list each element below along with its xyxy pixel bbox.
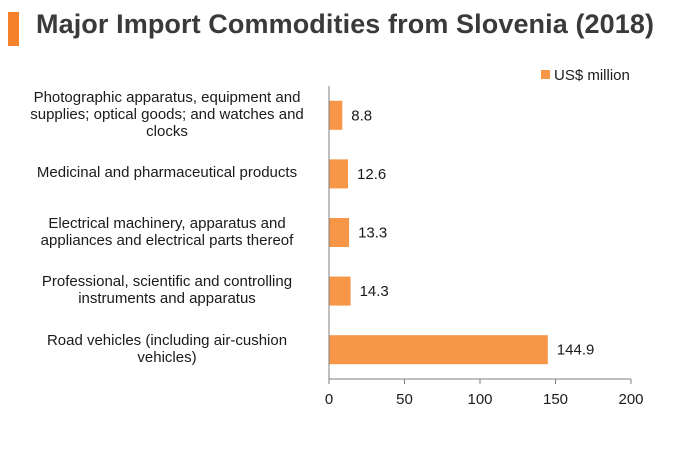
- category-label-line: instruments and apparatus: [78, 290, 256, 308]
- category-label-line: Professional, scientific and controlling: [41, 273, 293, 291]
- bar-2: [329, 218, 350, 247]
- category-label-4: Road vehicles (including air-cushion vehi…: [17, 332, 317, 366]
- category-label-line: vehicles): [137, 348, 197, 366]
- bar-4: [329, 335, 548, 365]
- legend: US$ million: [541, 67, 630, 84]
- x-tick-label: 200: [618, 391, 643, 408]
- category-label-line: Electrical machinery, apparatus and: [48, 214, 286, 232]
- chart-title: Major Import Commodities from Slovenia (…: [36, 9, 655, 39]
- value-label-4: 144.9: [557, 342, 595, 359]
- category-label-line: clocks: [146, 122, 188, 140]
- bar-1: [329, 159, 349, 189]
- category-label-1: Medicinal and pharmaceutical products: [17, 164, 317, 181]
- category-label-line: Road vehicles (including air-cushion: [46, 331, 288, 349]
- category-label-line: Medicinal and pharmaceutical products: [36, 164, 298, 182]
- category-label-line: supplies; optical goods; and watches and: [30, 105, 304, 123]
- value-label-1: 12.6: [357, 166, 386, 183]
- bar-0: [329, 100, 343, 130]
- category-label-3: Professional, scientific and controlling…: [17, 273, 317, 307]
- category-label-2: Electrical machinery, apparatus and appli…: [17, 215, 317, 249]
- category-label-0: Photographic apparatus, equipment and sup…: [17, 89, 317, 140]
- legend-swatch: [541, 70, 550, 79]
- category-label-line: Photographic apparatus, equipment and: [33, 88, 301, 106]
- legend-label: US$ million: [554, 67, 630, 84]
- x-tick-label: 50: [396, 391, 413, 408]
- x-tick-label: 0: [325, 391, 333, 408]
- x-tick-label: 150: [543, 391, 568, 408]
- value-label-0: 8.8: [351, 107, 372, 124]
- value-label-2: 13.3: [358, 225, 387, 242]
- title-accent-bar: [8, 12, 19, 46]
- category-label-line: appliances and electrical parts thereof: [40, 231, 294, 249]
- x-tick-label: 100: [467, 391, 492, 408]
- bar-3: [329, 276, 351, 306]
- value-label-3: 14.3: [360, 283, 389, 300]
